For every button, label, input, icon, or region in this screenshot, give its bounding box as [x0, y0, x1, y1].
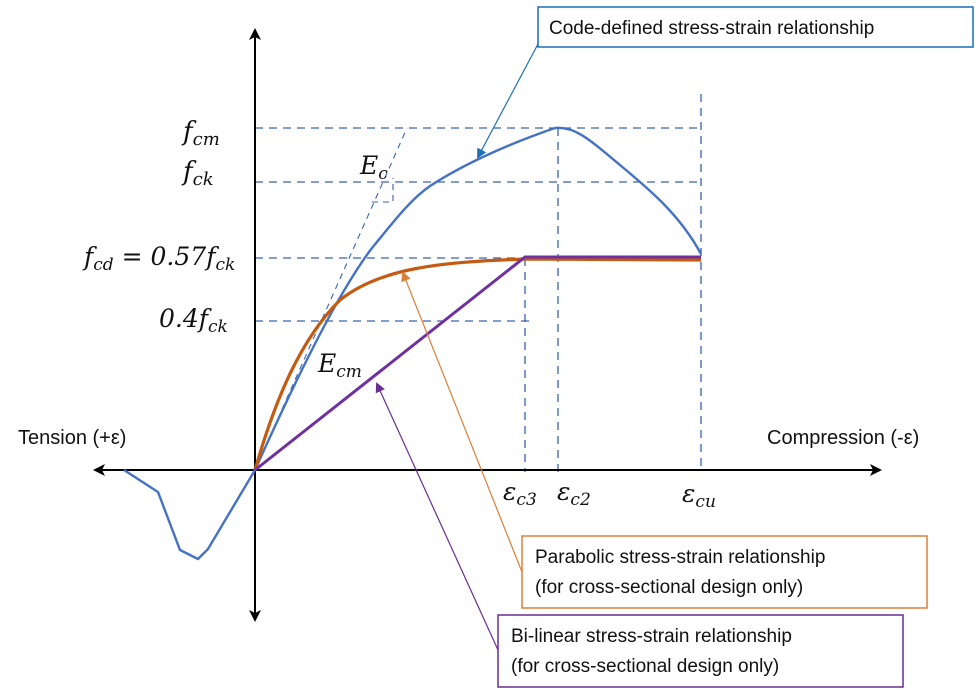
- ecu-label: εcu: [682, 479, 716, 512]
- callout-bilinear-line2: (for cross-sectional design only): [511, 656, 779, 677]
- callout-bilinear-line1: Bi-linear stress-strain relationship: [511, 626, 792, 647]
- parabolic-curve: [253, 257, 702, 471]
- callout-bilinear-arrow: [375, 382, 499, 651]
- callout-code-defined: Code-defined stress-strain relationship: [477, 6, 974, 159]
- bilinear-curve: [254, 255, 701, 472]
- ec2-label: εc2: [557, 477, 591, 510]
- tangent-triangle: [372, 178, 394, 203]
- fcd-label: fcd = 0.57fck: [82, 242, 235, 275]
- callout-parabolic-arrow: [401, 271, 523, 573]
- callout-bilinear-box: [497, 614, 904, 688]
- guide-lines: [254, 94, 702, 472]
- ecm-label: Ecm: [317, 349, 362, 382]
- callout-code-box: [537, 6, 974, 48]
- compression-label: Compression (-ε): [767, 427, 919, 449]
- 04fck-label: 0.4fck: [159, 304, 228, 337]
- axes: [93, 28, 882, 622]
- ec-label: Ec: [359, 151, 388, 184]
- tension-label: Tension (+ε): [18, 427, 126, 449]
- tangent-ec: [254, 127, 408, 471]
- fck-label: fck: [181, 157, 214, 190]
- callout-parabolic-line2: (for cross-sectional design only): [535, 577, 803, 598]
- ec3-label: εc3: [503, 477, 537, 510]
- fcm-label: fcm: [181, 117, 220, 150]
- callout-parabolic-line1: Parabolic stress-strain relationship: [535, 547, 825, 568]
- callout-bilinear: Bi-linear stress-strain relationship (fo…: [375, 382, 904, 688]
- code-defined-curve: [123, 126, 703, 561]
- callout-parabolic: Parabolic stress-strain relationship (fo…: [401, 271, 928, 609]
- callout-parabolic-box: [521, 535, 928, 609]
- callout-code-arrow: [477, 43, 539, 159]
- callout-code-text: Code-defined stress-strain relationship: [549, 18, 874, 39]
